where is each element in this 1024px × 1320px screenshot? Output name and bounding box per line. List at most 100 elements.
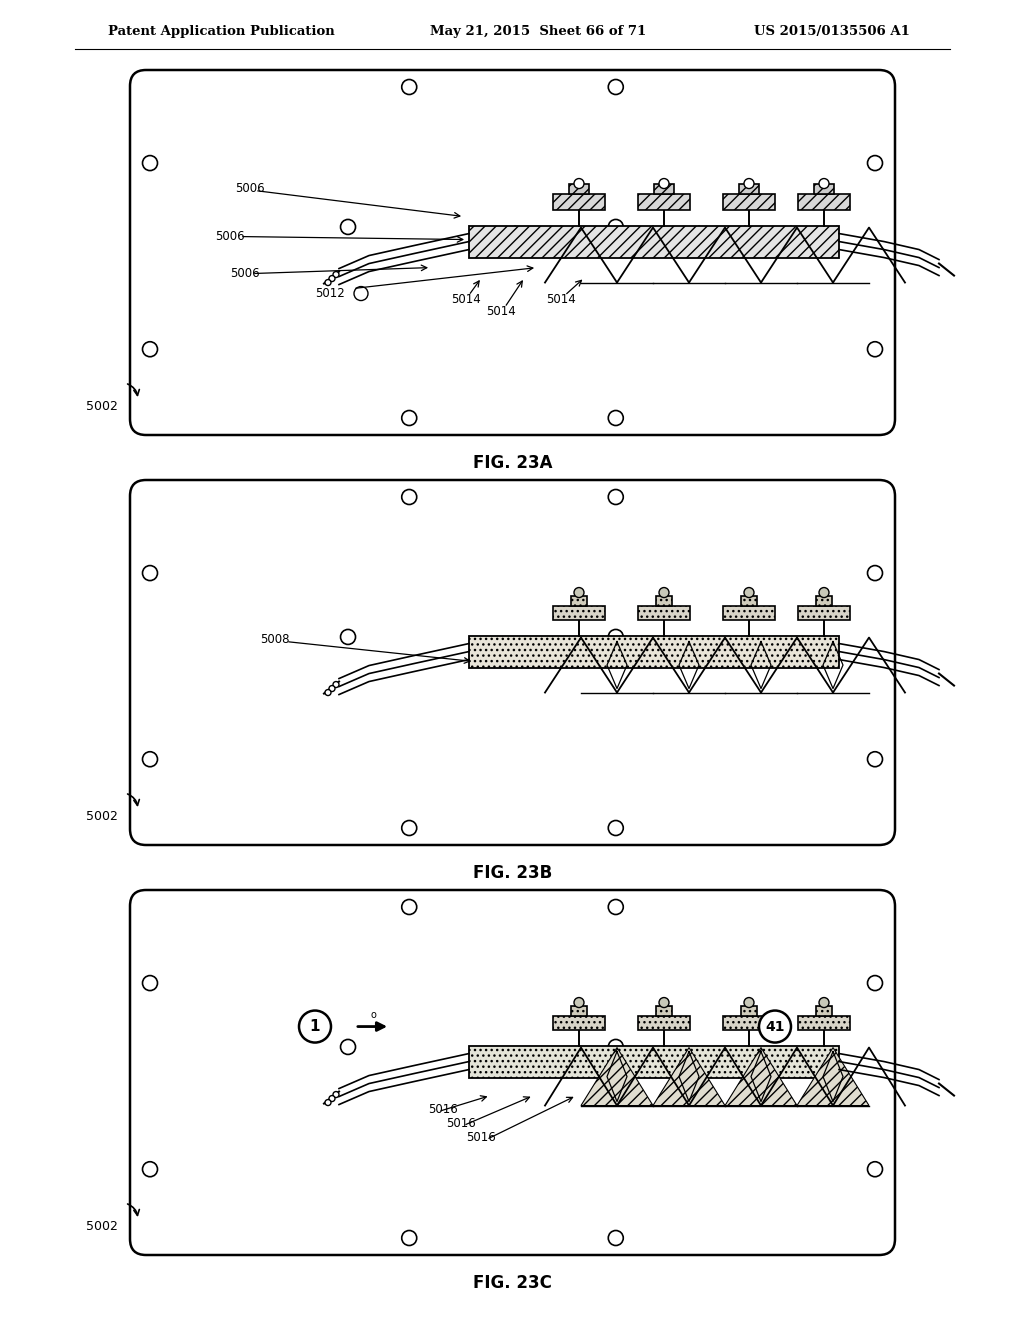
Circle shape (744, 998, 754, 1007)
Circle shape (867, 565, 883, 581)
Circle shape (608, 490, 624, 504)
Circle shape (819, 178, 829, 189)
FancyBboxPatch shape (130, 70, 895, 436)
Circle shape (574, 998, 584, 1007)
Bar (638, 606, 690, 619)
Text: 5014: 5014 (452, 293, 481, 306)
Bar (741, 1006, 757, 1015)
FancyBboxPatch shape (130, 480, 895, 845)
Circle shape (341, 219, 355, 235)
Circle shape (659, 587, 669, 598)
Circle shape (759, 1011, 791, 1043)
Circle shape (608, 1230, 624, 1246)
Circle shape (608, 630, 624, 644)
Text: 5002: 5002 (86, 400, 118, 413)
Bar (656, 1006, 672, 1015)
Circle shape (142, 156, 158, 170)
Circle shape (341, 630, 355, 644)
Circle shape (574, 178, 584, 189)
Text: 5006: 5006 (230, 267, 260, 280)
Text: 5014: 5014 (547, 293, 577, 306)
Bar (638, 194, 690, 210)
Text: 5006: 5006 (215, 230, 245, 243)
Bar (656, 595, 672, 606)
Bar (469, 1045, 839, 1077)
Text: 5016: 5016 (428, 1104, 458, 1115)
Circle shape (142, 751, 158, 767)
Circle shape (329, 685, 335, 692)
Circle shape (819, 998, 829, 1007)
Bar (814, 183, 834, 194)
Circle shape (608, 899, 624, 915)
Bar (553, 1015, 605, 1030)
Bar (798, 606, 850, 619)
Bar (553, 194, 605, 210)
FancyBboxPatch shape (130, 890, 895, 1255)
Text: FIG. 23A: FIG. 23A (473, 454, 552, 473)
Circle shape (608, 821, 624, 836)
Circle shape (401, 79, 417, 95)
Text: US 2015/0135506 A1: US 2015/0135506 A1 (754, 25, 910, 38)
Bar (798, 1015, 850, 1030)
Text: FIG. 23B: FIG. 23B (473, 865, 552, 882)
Bar (739, 183, 759, 194)
Circle shape (142, 975, 158, 990)
Circle shape (744, 178, 754, 189)
Text: o: o (370, 1010, 376, 1019)
Circle shape (299, 1011, 331, 1043)
Text: 5016: 5016 (446, 1117, 476, 1130)
Circle shape (867, 751, 883, 767)
Bar (553, 606, 605, 619)
Text: FIG. 23C: FIG. 23C (473, 1274, 552, 1292)
Circle shape (608, 1039, 624, 1055)
Bar (654, 183, 674, 194)
Text: 5014: 5014 (486, 305, 516, 318)
Bar (723, 194, 775, 210)
Circle shape (325, 280, 331, 285)
Circle shape (401, 490, 417, 504)
Circle shape (325, 1100, 331, 1106)
Text: 5016: 5016 (466, 1131, 496, 1144)
Polygon shape (725, 1048, 797, 1106)
Circle shape (608, 79, 624, 95)
Text: May 21, 2015  Sheet 66 of 71: May 21, 2015 Sheet 66 of 71 (430, 25, 646, 38)
Bar (741, 595, 757, 606)
Circle shape (401, 821, 417, 836)
Bar (469, 226, 839, 257)
Text: 1: 1 (309, 1019, 321, 1034)
Circle shape (867, 1162, 883, 1176)
Circle shape (142, 565, 158, 581)
Circle shape (401, 411, 417, 425)
Circle shape (574, 587, 584, 598)
Circle shape (142, 1162, 158, 1176)
Text: Patent Application Publication: Patent Application Publication (108, 25, 335, 38)
Text: 5008: 5008 (260, 634, 290, 645)
Circle shape (608, 219, 624, 235)
Circle shape (333, 681, 339, 688)
Bar (723, 1015, 775, 1030)
Circle shape (142, 342, 158, 356)
Circle shape (341, 1039, 355, 1055)
Text: 5002: 5002 (86, 810, 118, 822)
Bar (469, 635, 839, 668)
Text: 5002: 5002 (86, 1220, 118, 1233)
Circle shape (659, 178, 669, 189)
Bar (816, 1006, 831, 1015)
Circle shape (608, 411, 624, 425)
Text: 5006: 5006 (234, 182, 264, 195)
Circle shape (659, 998, 669, 1007)
Text: 41: 41 (765, 1019, 784, 1034)
Circle shape (354, 286, 368, 301)
Polygon shape (581, 1048, 653, 1106)
Circle shape (401, 1230, 417, 1246)
Polygon shape (653, 1048, 725, 1106)
Circle shape (333, 1092, 339, 1097)
Bar (638, 1015, 690, 1030)
Bar (816, 595, 831, 606)
Circle shape (867, 975, 883, 990)
Circle shape (333, 272, 339, 277)
Text: 5012: 5012 (315, 286, 345, 300)
Bar (723, 606, 775, 619)
Bar (569, 183, 589, 194)
Circle shape (325, 689, 331, 696)
